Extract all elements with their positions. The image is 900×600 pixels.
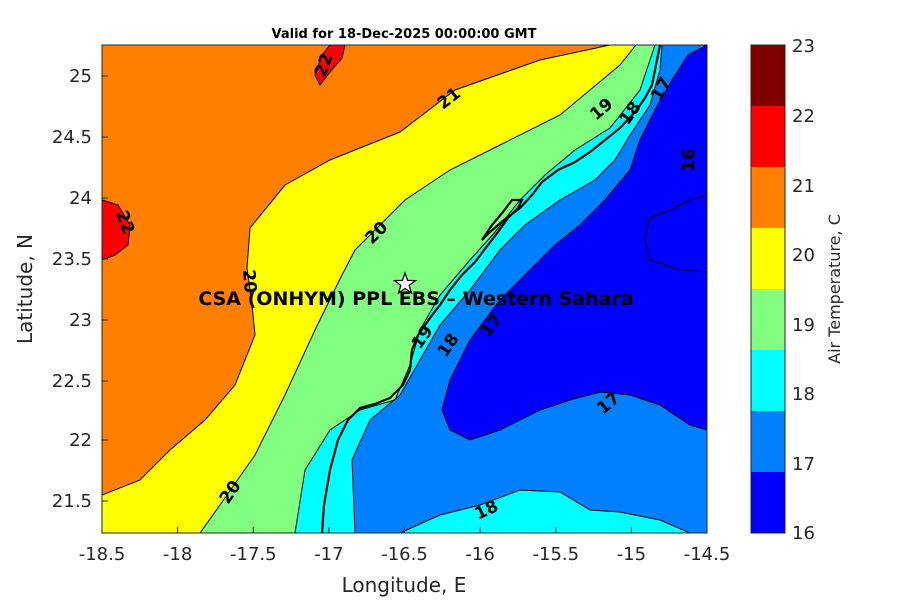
colorbar-tick: 21 (792, 176, 815, 197)
x-tick-label: -15.5 (533, 544, 580, 565)
band-below-16 (441, 45, 707, 441)
y-axis: 25 24.5 24 23.5 23 22.5 22 21.5 Latitude… (13, 66, 108, 512)
colorbar-tick: 16 (792, 523, 815, 544)
isoline-16 (644, 194, 707, 273)
y-tick-label: 23 (69, 310, 92, 331)
contour-label-16: 16 (679, 148, 700, 172)
colorbar-band-21-22 (751, 106, 785, 167)
x-tick-label: -14.5 (684, 544, 731, 565)
y-tick-label: 24 (69, 188, 92, 209)
site-star-marker (392, 271, 418, 295)
colorbar-band-20-21 (751, 167, 785, 228)
colorbar-band-19-20 (751, 228, 785, 289)
colorbar-frame (750, 44, 786, 534)
x-tick-label: -17 (314, 544, 343, 565)
coastline (320, 45, 662, 533)
colorbar-band-18-19 (751, 289, 785, 350)
band-17-18-south (399, 489, 691, 533)
colorbar-tick: 17 (792, 454, 815, 475)
colorbar-tick: 23 (792, 36, 815, 57)
x-tick-label: -17.5 (230, 544, 277, 565)
y-tick-label: 22 (69, 430, 92, 451)
map-title: Valid for 18-Dec-2025 00:00:00 GMT (272, 27, 537, 42)
colorbar-title: Air Temperature, C (825, 214, 844, 364)
band-21-22-west (102, 199, 131, 261)
x-axis-label: Longitude, E (342, 573, 467, 597)
site-label: CSA (ONHYM) PPL EBS – Western Sahara (198, 288, 633, 310)
colorbar-tick: 19 (792, 315, 815, 336)
x-axis: -18.5 -18 -17.5 -17 -16.5 -16 -15.5 -15 … (79, 527, 731, 597)
colorbar: 23 22 21 20 19 18 17 16 Air Temperature,… (750, 36, 844, 544)
y-tick-label: 21.5 (52, 491, 92, 512)
x-tick-label: -18 (163, 544, 192, 565)
colorbar-tick: 18 (792, 384, 815, 405)
colorbar-band-17-18 (751, 350, 785, 411)
y-tick-label: 22.5 (52, 371, 92, 392)
band-21-22-north (314, 45, 346, 86)
x-tick-label: -16.5 (381, 544, 428, 565)
x-tick-label: -16 (465, 544, 494, 565)
colorbar-band-16-17 (751, 411, 785, 472)
colorbar-tick: 22 (792, 106, 815, 127)
y-axis-label: Latitude, N (13, 234, 37, 344)
y-tick-label: 23.5 (52, 249, 92, 270)
colorbar-tick: 20 (792, 245, 815, 266)
x-tick-label: -15 (617, 544, 646, 565)
colorbar-band-22-23 (751, 45, 785, 106)
contour-label-20-coast: 20 (238, 269, 260, 294)
y-tick-label: 25 (69, 66, 92, 87)
x-tick-label: -18.5 (79, 544, 126, 565)
y-tick-label: 24.5 (52, 127, 92, 148)
colorbar-band-below-16 (751, 472, 785, 533)
